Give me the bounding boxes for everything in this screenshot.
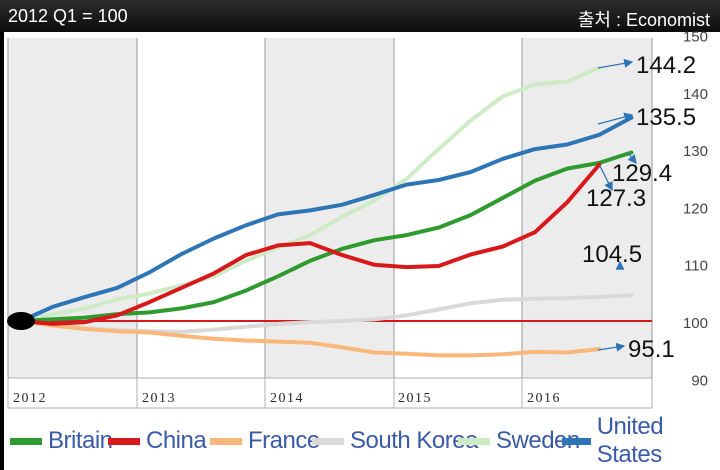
annotation-arrow: [599, 165, 613, 192]
y-tick-label: 90: [691, 372, 708, 389]
y-tick-label: 100: [683, 315, 708, 332]
legend-label: France: [248, 427, 320, 454]
legend-label: South Korea: [350, 427, 478, 454]
legend-item-china: China: [108, 426, 207, 456]
y-tick-label: 120: [683, 200, 708, 217]
legend-swatch: [10, 437, 42, 445]
legend-item-united-states: United States: [562, 413, 720, 468]
x-tick-label: 2015: [398, 391, 432, 406]
series-line-sweden: [19, 65, 602, 323]
legend-label: Britain: [48, 427, 113, 454]
annotation-arrow: [597, 58, 634, 69]
index-note: 2012 Q1 = 100: [8, 6, 128, 26]
source-note: 출처 : Economist: [577, 10, 710, 30]
series-line-china: [19, 162, 602, 326]
legend-swatch: [210, 437, 242, 445]
series-line-france: [19, 319, 602, 358]
legend-item-south-korea: South Korea: [312, 426, 478, 456]
legend-swatch: [562, 437, 591, 445]
x-tick-label: 2013: [142, 391, 176, 406]
annotation-label: 144.2: [636, 52, 696, 79]
y-tick-label: 150: [683, 29, 708, 46]
annotation-arrow: [597, 112, 634, 125]
annotation-label: 127.3: [586, 185, 646, 212]
annotation-label: 135.5: [636, 104, 696, 131]
x-tick-label: 2012: [13, 391, 47, 406]
legend-swatch: [458, 437, 490, 445]
legend-item-france: France: [210, 426, 320, 456]
annotation-label: 95.1: [628, 336, 675, 363]
legend-swatch: [108, 437, 140, 445]
y-tick-label: 140: [683, 86, 708, 103]
legend-label: China: [146, 427, 207, 454]
y-tick-label: 110: [684, 258, 708, 275]
origin-marker: [7, 312, 35, 330]
series-line-united-states: [19, 115, 634, 323]
annotation-label: 129.4: [612, 160, 672, 187]
legend: Britain China France South Korea Sweden …: [0, 412, 720, 470]
year-band: [394, 38, 522, 378]
annotation-label: 104.5: [582, 241, 642, 268]
x-tick-label: 2014: [270, 391, 304, 406]
legend-item-britain: Britain: [10, 426, 113, 456]
header-bar: 2012 Q1 = 100 출처 : Economist: [0, 0, 720, 32]
x-tick-label: 2016: [527, 391, 561, 406]
y-tick-label: 130: [683, 143, 708, 160]
annotation-arrow: [597, 342, 626, 352]
legend-swatch: [312, 437, 344, 445]
legend-label: United States: [596, 413, 664, 468]
annotation-arrow: [627, 152, 637, 165]
